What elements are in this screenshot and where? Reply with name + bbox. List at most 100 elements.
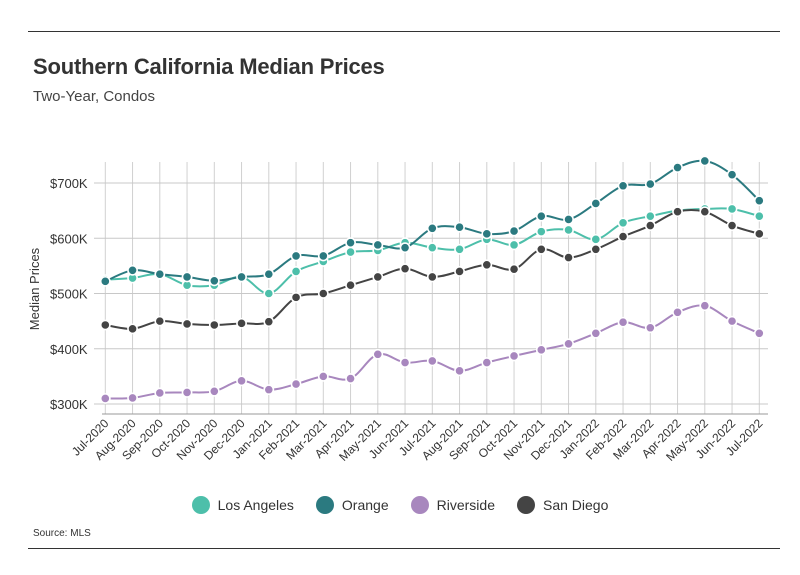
data-point <box>372 348 384 360</box>
legend-swatch <box>191 496 210 514</box>
data-point <box>535 226 547 238</box>
legend-item: Los Angeles <box>191 496 294 514</box>
data-point <box>617 316 629 328</box>
legend-label: Los Angeles <box>217 497 294 513</box>
data-point <box>535 210 547 222</box>
data-point <box>508 225 520 237</box>
series-orange <box>99 155 765 287</box>
legend-item: Orange <box>315 496 389 514</box>
data-point <box>644 220 656 231</box>
top-rule <box>28 31 780 32</box>
chart-subtitle: Two-Year, Condos <box>33 88 156 105</box>
data-point <box>726 220 738 231</box>
y-axis-label: Median Prices <box>27 247 42 330</box>
data-point <box>753 210 765 222</box>
data-point <box>290 291 302 303</box>
data-point <box>426 355 438 367</box>
data-point <box>481 228 493 240</box>
series-riverside <box>99 300 765 404</box>
data-point <box>154 315 166 327</box>
data-point <box>263 384 275 396</box>
source-note: Source: MLS <box>33 528 91 539</box>
data-point <box>726 203 738 215</box>
data-point <box>644 322 656 334</box>
data-point <box>399 263 411 275</box>
data-point <box>563 224 574 236</box>
data-point <box>208 319 220 331</box>
data-point <box>753 195 765 207</box>
data-point <box>563 252 574 263</box>
bottom-rule <box>28 548 780 549</box>
data-point <box>672 206 683 218</box>
data-point <box>617 180 629 192</box>
data-point <box>181 318 193 330</box>
data-point <box>426 271 438 283</box>
data-point <box>154 387 166 399</box>
data-point <box>563 338 574 350</box>
data-point <box>317 370 329 382</box>
legend-swatch <box>410 496 429 514</box>
data-point <box>154 268 166 280</box>
data-point <box>399 357 411 368</box>
legend-item: San Diego <box>516 496 609 514</box>
data-point <box>426 242 438 254</box>
data-point <box>481 259 493 271</box>
data-point <box>508 263 520 275</box>
data-point <box>317 288 329 299</box>
data-point <box>454 265 465 277</box>
legend-label: Riverside <box>436 497 495 513</box>
series-san-diego <box>99 206 765 335</box>
legend-item: Riverside <box>410 496 495 514</box>
data-point <box>236 375 247 387</box>
data-point <box>399 242 411 254</box>
y-tick-label: $700K <box>50 176 88 191</box>
data-point <box>753 327 765 339</box>
data-point <box>563 214 574 225</box>
data-point <box>345 237 356 249</box>
data-point <box>127 264 138 276</box>
data-point <box>617 217 629 229</box>
data-point <box>263 288 275 299</box>
data-point <box>236 271 247 283</box>
data-point <box>345 279 356 291</box>
data-point <box>127 323 138 335</box>
legend-label: Orange <box>341 497 389 513</box>
data-point <box>290 250 302 262</box>
data-point <box>127 392 138 404</box>
data-point <box>644 178 656 190</box>
data-point <box>290 265 302 277</box>
data-point <box>181 386 193 398</box>
y-tick-label: $300K <box>50 397 88 412</box>
chart-legend: Los Angeles Orange Riverside San Diego <box>0 496 800 514</box>
data-point <box>508 239 520 251</box>
data-point <box>535 243 547 255</box>
data-point <box>672 306 683 318</box>
data-point <box>644 210 656 222</box>
data-point <box>345 373 356 384</box>
data-point <box>699 206 711 218</box>
legend-swatch <box>315 496 334 514</box>
data-point <box>263 268 275 280</box>
data-point <box>454 365 465 377</box>
data-point <box>590 233 602 245</box>
data-point <box>208 275 220 287</box>
data-point <box>290 378 302 390</box>
y-tick-label: $600K <box>50 231 88 246</box>
data-point <box>699 155 711 167</box>
data-point <box>617 231 629 242</box>
data-point <box>99 275 111 287</box>
data-point <box>481 357 493 368</box>
legend-swatch <box>516 496 535 514</box>
data-point <box>590 327 602 339</box>
data-point <box>753 228 765 240</box>
y-tick-label: $400K <box>50 342 88 357</box>
data-point <box>208 385 220 397</box>
data-point <box>454 243 465 255</box>
data-point <box>590 243 602 255</box>
data-point <box>590 198 602 209</box>
legend-label: San Diego <box>542 497 609 513</box>
data-point <box>263 316 275 328</box>
y-tick-label: $500K <box>50 287 88 302</box>
